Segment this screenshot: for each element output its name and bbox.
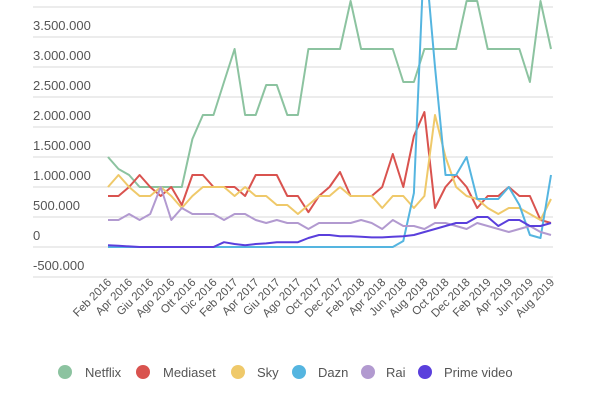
series-lines xyxy=(107,0,552,248)
legend-swatch xyxy=(418,365,432,379)
y-tick-label: 3.000.000 xyxy=(33,48,91,63)
y-tick-label: 0 xyxy=(33,228,40,243)
y-tick-label: 1.500.000 xyxy=(33,138,91,153)
legend-swatch xyxy=(231,365,245,379)
legend-swatch xyxy=(361,365,375,379)
legend-swatch xyxy=(58,365,72,379)
y-axis-ticks: -500.000 0 500.000 1.000.000 1.500.000 2.000.… xyxy=(33,0,91,273)
y-tick-label: 500.000 xyxy=(33,198,80,213)
legend-label[interactable]: Rai xyxy=(386,365,406,380)
series-line-prime-video xyxy=(107,216,552,248)
legend-label[interactable]: Dazn xyxy=(318,365,348,380)
series-line-mediaset xyxy=(108,111,552,224)
gridlines xyxy=(33,6,553,278)
y-tick-label: 2.500.000 xyxy=(33,78,91,93)
series-line-rai xyxy=(108,186,552,236)
legend-swatch xyxy=(292,365,306,379)
y-tick-label: -500.000 xyxy=(33,258,84,273)
legend-label[interactable]: Sky xyxy=(257,365,279,380)
y-tick-label: 4.000.000 xyxy=(33,0,91,3)
y-tick-label: 1.000.000 xyxy=(33,168,91,183)
series-line-netflix xyxy=(107,0,552,188)
legend-label[interactable]: Prime video xyxy=(444,365,513,380)
y-tick-label: 3.500.000 xyxy=(33,18,91,33)
legend-swatch xyxy=(136,365,150,379)
legend: Netflix Mediaset Sky Dazn Rai Prime video xyxy=(58,365,513,380)
legend-label[interactable]: Netflix xyxy=(85,365,122,380)
legend-label[interactable]: Mediaset xyxy=(163,365,216,380)
y-tick-label: 2.000.000 xyxy=(33,108,91,123)
series-line-sky xyxy=(107,114,552,221)
